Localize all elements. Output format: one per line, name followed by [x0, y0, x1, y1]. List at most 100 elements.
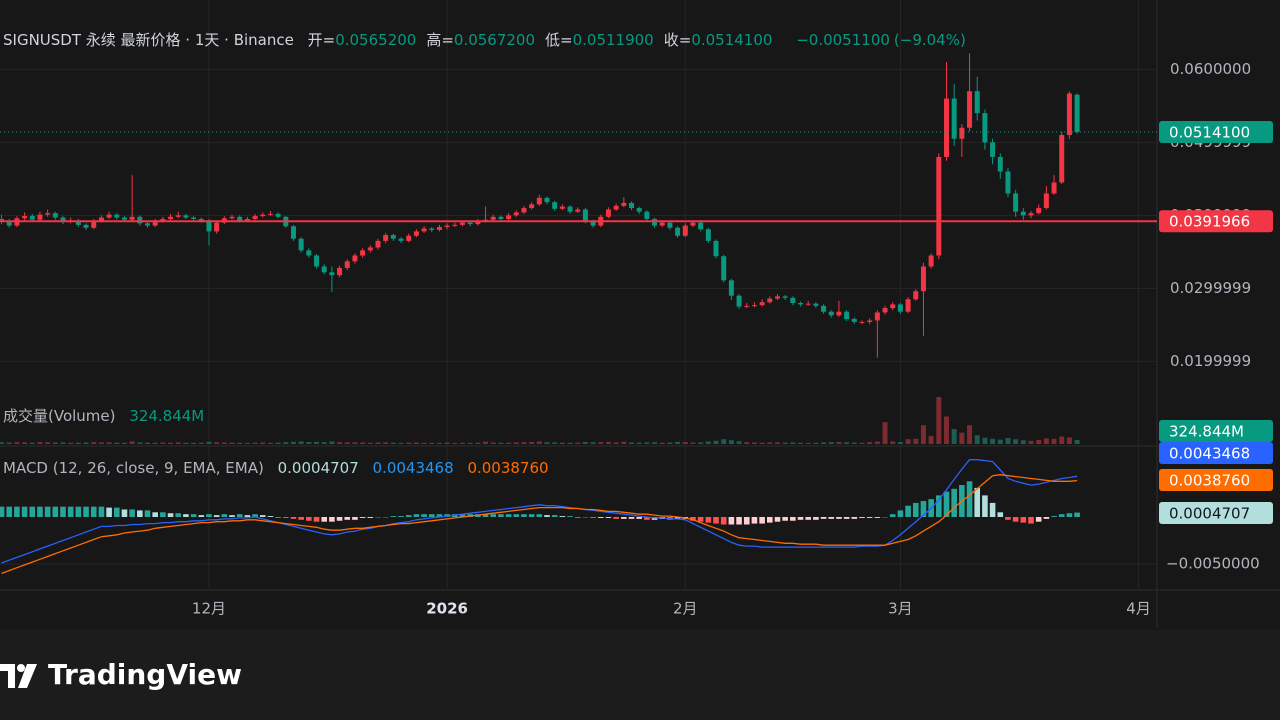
histogram-bar [252, 514, 258, 517]
histogram-bar [774, 516, 781, 522]
volume-bar [790, 442, 796, 444]
candle-body [652, 218, 658, 226]
y-tick-label: 0.0199999 [1170, 352, 1251, 370]
volume-bar [221, 442, 227, 444]
candle-body [191, 217, 197, 219]
volume-bar [183, 442, 189, 444]
volume-bar [920, 425, 926, 444]
candle-body [1036, 208, 1042, 214]
histogram-bar [836, 516, 842, 519]
volume-bar [129, 441, 135, 444]
histogram-bar [613, 516, 619, 519]
histogram-bar [851, 516, 858, 519]
histogram-bar [697, 516, 704, 522]
histogram-bar [813, 516, 819, 520]
histogram-bar [490, 514, 497, 517]
candle-body [152, 221, 158, 226]
histogram-bar [436, 514, 443, 517]
candle-body [260, 214, 266, 217]
volume-bar [237, 442, 243, 444]
ohlc-item: 高=0.0567200 [426, 31, 535, 49]
ohlc-item: 低=0.0511900 [545, 31, 654, 49]
candle-body [252, 216, 258, 219]
volume-bar [398, 442, 404, 444]
x-tick-label: 4月 [1126, 600, 1151, 618]
candle-body [705, 229, 711, 241]
candle-body [798, 302, 804, 305]
logo-mark [18, 664, 37, 688]
volume-bar [675, 441, 681, 444]
histogram-bar [359, 516, 366, 518]
ohlc-name: 开= [307, 31, 336, 49]
candle-body [29, 216, 35, 220]
histogram-bar [751, 516, 758, 524]
histogram-bar [513, 514, 520, 517]
candle-body [490, 216, 496, 220]
histogram-bar [52, 506, 59, 517]
volume-bar [767, 442, 773, 444]
volume-bar [83, 442, 89, 444]
histogram-bar [766, 516, 773, 523]
histogram-bar [605, 516, 612, 518]
volume-bar [160, 442, 166, 444]
histogram-bar [306, 516, 312, 521]
candle-body [844, 311, 850, 320]
histogram-bar [313, 516, 320, 522]
candle-body [290, 226, 296, 239]
candle-body [667, 222, 673, 228]
volume-bar [145, 442, 151, 444]
histogram-bar [636, 516, 642, 519]
volume-bar [267, 442, 273, 444]
histogram-badge [1159, 502, 1273, 524]
price-line-label: 0.0391966 [1169, 213, 1250, 231]
histogram-value: 0.0004707 [277, 459, 359, 477]
volume-bar [436, 442, 442, 444]
ohlc-item: 收=0.0514100 [664, 31, 773, 49]
volume-bar [967, 425, 973, 444]
histogram-bar [60, 506, 66, 517]
volume-bar [75, 442, 81, 444]
candle-body [751, 305, 757, 307]
volume-title: 成交量(Volume) [3, 407, 116, 425]
x-tick-label: 12月 [192, 600, 226, 618]
ohlc-value: 0.0514100 [691, 31, 773, 49]
candle-body [1074, 94, 1080, 133]
candle-body [6, 221, 12, 226]
histogram-bar [528, 514, 535, 517]
candle-body [805, 303, 811, 305]
volume-bar [60, 442, 66, 444]
candle-body [75, 220, 81, 225]
y-tick-label: −0.0050000 [1166, 554, 1260, 572]
volume-bar [198, 442, 204, 444]
volume-bar [367, 442, 373, 444]
volume-bar [598, 442, 604, 444]
candle-body [982, 113, 988, 143]
volume-bar [152, 442, 158, 444]
macd-value: 0.0043468 [372, 459, 454, 477]
volume-bar [1074, 439, 1080, 444]
histogram-bar [0, 506, 5, 517]
volume-bar [936, 397, 942, 444]
volume-bar [137, 442, 143, 444]
candle-body [106, 214, 112, 218]
last-price-label: 0.0514100 [1169, 124, 1250, 142]
candle-body [229, 216, 235, 219]
volume-bar [175, 442, 181, 444]
signal-value: 0.0038760 [467, 459, 549, 477]
histogram-bar [6, 506, 13, 517]
candle-body [1028, 213, 1034, 216]
candle-body [1051, 182, 1057, 194]
volume-bar [821, 442, 827, 444]
volume-bar [1059, 436, 1065, 444]
volume-bar [652, 442, 658, 444]
candle-body [744, 305, 750, 307]
candle-body [1043, 193, 1049, 209]
histogram-bar [874, 516, 881, 518]
candle-body [882, 308, 888, 313]
candle-body [298, 238, 304, 251]
histogram-bar [221, 514, 228, 517]
histogram-bar [375, 516, 381, 518]
histogram-bar [498, 514, 504, 517]
volume-bar [321, 442, 327, 444]
